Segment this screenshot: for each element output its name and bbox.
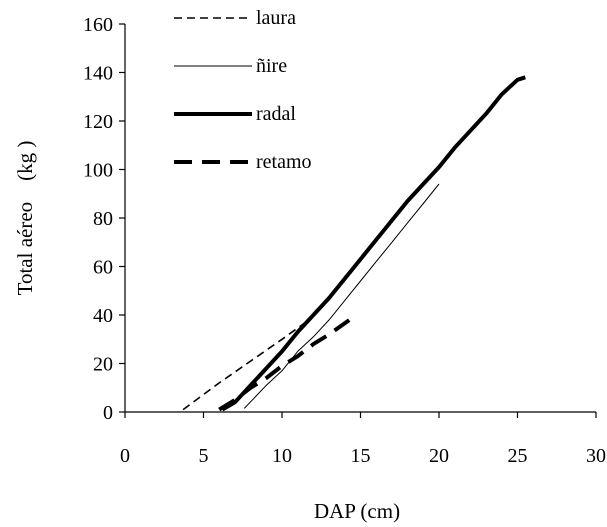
legend-label-radal: radal bbox=[256, 103, 296, 125]
y-tick-label: 140 bbox=[83, 63, 113, 85]
y-tick-label: 60 bbox=[93, 257, 113, 279]
x-tick-label: 5 bbox=[199, 445, 209, 467]
x-axis-title: DAP (cm) bbox=[314, 499, 400, 523]
y-axis-title: Total aéreo (kg ) bbox=[13, 141, 37, 296]
legend-label-laura: laura bbox=[256, 7, 296, 29]
series-line-radal bbox=[221, 75, 526, 412]
x-tick-label: 10 bbox=[272, 445, 292, 467]
y-tick-label: 100 bbox=[83, 160, 113, 182]
y-tick-label: 0 bbox=[103, 402, 113, 424]
x-tick-label: 0 bbox=[120, 445, 130, 467]
x-tick-label: 30 bbox=[586, 445, 606, 467]
legend-label-ñire: ñire bbox=[256, 55, 287, 77]
axes bbox=[124, 24, 596, 413]
series-line-retamo bbox=[218, 318, 351, 412]
y-tick-label: 40 bbox=[93, 305, 113, 327]
series-lines bbox=[182, 75, 526, 412]
series-line-ñire bbox=[243, 183, 440, 409]
x-tick-label: 25 bbox=[508, 445, 528, 467]
x-tick-label: 15 bbox=[351, 445, 371, 467]
y-tick-label: 160 bbox=[83, 14, 113, 36]
legend-label-retamo: retamo bbox=[256, 151, 312, 173]
series-line-laura bbox=[182, 321, 307, 411]
y-tick-label: 120 bbox=[83, 111, 113, 133]
x-tick-label: 20 bbox=[429, 445, 449, 467]
y-tick-label: 80 bbox=[93, 208, 113, 230]
y-tick-label: 20 bbox=[93, 354, 113, 376]
ticks: 0 20 40 60 80 100 120 140 160 0 5 10 15 20 25 30 bbox=[83, 14, 606, 467]
legend: laura ñire radal retamo bbox=[174, 7, 312, 173]
